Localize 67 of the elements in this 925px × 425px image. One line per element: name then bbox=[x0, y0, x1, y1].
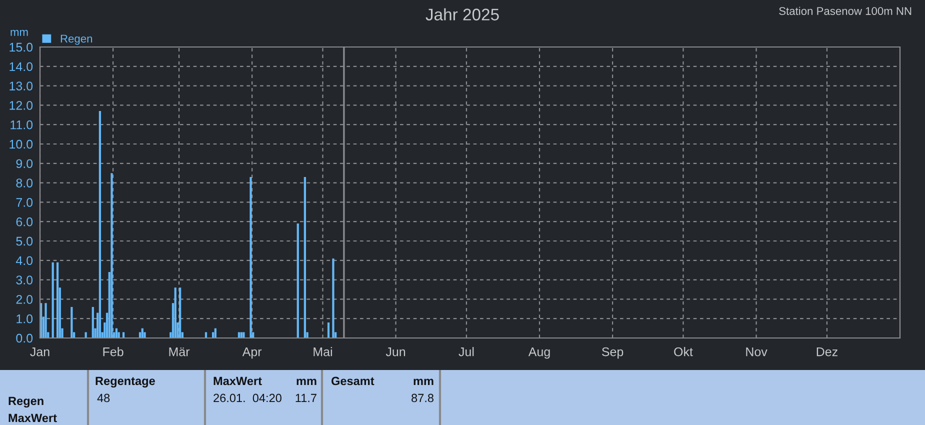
text: mm bbox=[296, 378, 316, 386]
bar bbox=[98, 111, 102, 338]
x-tick-label: Jun bbox=[386, 347, 406, 356]
text: 26.01. 04:20 bbox=[214, 394, 282, 402]
y-tick-label: 12.0 bbox=[10, 101, 33, 110]
bar bbox=[332, 258, 334, 338]
x-tick-label: Aug bbox=[528, 347, 550, 359]
y-tick-label: 8.0 bbox=[16, 178, 33, 188]
bar bbox=[110, 173, 113, 338]
y-tick-label: 15.0 bbox=[10, 42, 33, 52]
bar bbox=[250, 176, 252, 338]
x-tick-label: Jan bbox=[30, 347, 50, 356]
y-tick-label: 7.0 bbox=[16, 198, 33, 207]
y-tick-label: 14.0 bbox=[10, 62, 33, 72]
y-tick-label: 4.0 bbox=[16, 256, 33, 266]
y-tick-label: 2.0 bbox=[16, 295, 33, 304]
bar bbox=[84, 332, 87, 338]
x-tick-label: Dez bbox=[816, 347, 838, 356]
y-tick-label: 1.0 bbox=[16, 314, 33, 324]
bar bbox=[327, 322, 330, 338]
bar bbox=[204, 332, 208, 338]
y-tick-label: 0.0 bbox=[16, 334, 33, 343]
x-tick-label: Jul bbox=[458, 347, 474, 356]
bar bbox=[56, 262, 59, 338]
bar bbox=[44, 303, 47, 338]
y-tick-label: 6.0 bbox=[16, 217, 33, 226]
text: Regentage bbox=[96, 376, 155, 388]
text: 11.7 bbox=[296, 394, 316, 402]
text: MaxWert bbox=[214, 376, 262, 386]
y-tick-label: 10.0 bbox=[10, 140, 33, 149]
bar bbox=[118, 332, 120, 338]
bar bbox=[240, 332, 242, 338]
x-tick-label: Okt bbox=[674, 347, 693, 356]
bar bbox=[92, 306, 94, 338]
x-tick-label: Sep bbox=[602, 347, 624, 359]
bar bbox=[304, 176, 306, 338]
text: Gesamt bbox=[331, 376, 374, 386]
bar bbox=[242, 332, 245, 338]
bar bbox=[138, 332, 142, 338]
text: 48 bbox=[97, 394, 110, 402]
text: 87.8 bbox=[412, 394, 434, 402]
bar bbox=[179, 288, 182, 338]
bar bbox=[144, 332, 146, 338]
y-axis-title: mm bbox=[10, 30, 28, 36]
y-tick-label: 11.0 bbox=[10, 120, 33, 130]
bar bbox=[174, 288, 176, 338]
x-tick-label: Mär bbox=[169, 347, 190, 356]
bar bbox=[122, 332, 125, 338]
bar bbox=[212, 332, 214, 338]
text: Regen bbox=[8, 396, 44, 408]
bar bbox=[70, 306, 73, 338]
x-tick-label: Mai bbox=[314, 347, 332, 356]
x-tick-label: Feb bbox=[103, 347, 124, 356]
y-tick-label: 3.0 bbox=[16, 276, 33, 284]
text: MaxWert bbox=[8, 414, 57, 422]
y-tick-label: 9.0 bbox=[16, 159, 33, 168]
chart-title: Jahr 2025 bbox=[426, 8, 499, 20]
chart-subtitle: Station Pasenow 100m NN bbox=[779, 6, 912, 15]
x-tick-label: Apr bbox=[242, 347, 262, 359]
y-tick-label: 5.0 bbox=[16, 236, 33, 246]
bar bbox=[238, 332, 240, 338]
x-tick-label: Nov bbox=[746, 347, 768, 356]
bar bbox=[296, 224, 299, 338]
legend-label: Regen bbox=[60, 34, 92, 45]
bar bbox=[52, 262, 54, 338]
text: mm bbox=[414, 378, 434, 386]
y-tick-label: 13.0 bbox=[10, 82, 33, 90]
